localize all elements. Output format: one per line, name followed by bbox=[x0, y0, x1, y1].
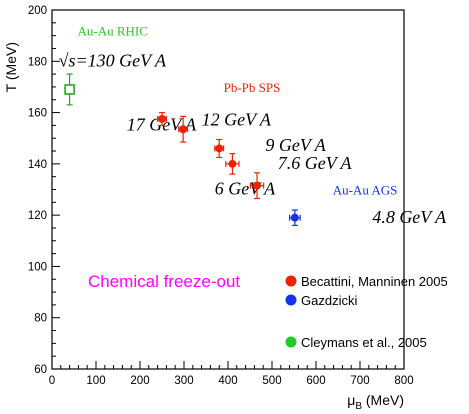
point-marker bbox=[253, 181, 262, 190]
data-point bbox=[157, 111, 167, 126]
annotation-label: Au-Au RHIC bbox=[78, 24, 148, 39]
annotation-label: Pb-Pb SPS bbox=[224, 80, 281, 95]
headline-label: Chemical freeze-out bbox=[88, 272, 240, 291]
x-tick-label: 100 bbox=[86, 375, 105, 387]
x-tick-label: 500 bbox=[262, 375, 281, 387]
x-tick-label: 0 bbox=[49, 375, 55, 387]
legend: Becattini, Manninen 2005 Gazdzicki Cleym… bbox=[285, 274, 448, 350]
x-axis-title-unit: (MeV) bbox=[362, 392, 404, 408]
y-tick-label: 80 bbox=[34, 313, 47, 325]
axis-tick-labels: 0 100 200 300 400 500 600 700 800 60 80 100 120 140 16… bbox=[28, 5, 414, 387]
annotation-label: 4.8 GeV A bbox=[372, 207, 447, 227]
legend-marker-cleymans bbox=[285, 336, 297, 348]
data-point bbox=[225, 153, 240, 175]
annotation-label: 9 GeV A bbox=[265, 135, 326, 155]
y-tick-label: 200 bbox=[28, 5, 47, 17]
legend-label-gazdzicki: Gazdzicki bbox=[301, 293, 357, 308]
point-marker bbox=[158, 114, 166, 123]
x-tick-label: 800 bbox=[394, 375, 413, 387]
x-tick-label: 300 bbox=[174, 375, 193, 387]
data-point bbox=[64, 73, 75, 106]
annotation-label: 7.6 GeV A bbox=[278, 153, 353, 173]
x-tick-label: 600 bbox=[306, 375, 325, 387]
legend-marker-becattini bbox=[285, 275, 297, 287]
legend-label-becattini: Becattini, Manninen 2005 bbox=[301, 274, 448, 289]
point-marker bbox=[228, 159, 237, 168]
annotation-label: Au-Au AGS bbox=[333, 183, 398, 198]
y-axis-title: T (MeV) bbox=[3, 42, 19, 92]
x-axis-title-symbol: μ bbox=[347, 392, 355, 408]
y-tick-label: 180 bbox=[28, 56, 47, 68]
legend-marker-gazdzicki bbox=[285, 294, 297, 306]
y-tick-label: 60 bbox=[34, 364, 47, 376]
axis-ticks bbox=[51, 9, 405, 370]
data-series bbox=[64, 73, 301, 226]
data-point bbox=[214, 138, 225, 159]
x-tick-label: 400 bbox=[218, 375, 237, 387]
annotation-label: 12 GeV A bbox=[202, 109, 272, 129]
point-marker bbox=[179, 125, 188, 134]
y-tick-label: 140 bbox=[28, 159, 47, 171]
x-axis-title-subscript: B bbox=[355, 401, 362, 412]
annotation-label: √s=130 GeV A bbox=[59, 50, 167, 70]
y-tick-label: 100 bbox=[28, 261, 47, 273]
data-point bbox=[249, 172, 265, 200]
x-axis-title: μB (MeV) bbox=[347, 392, 404, 412]
point-marker bbox=[64, 84, 75, 95]
y-tick-label: 160 bbox=[28, 108, 47, 120]
data-point bbox=[178, 115, 189, 143]
x-tick-label: 200 bbox=[130, 375, 149, 387]
point-marker bbox=[215, 144, 224, 153]
y-tick-label: 120 bbox=[28, 210, 47, 222]
x-tick-label: 700 bbox=[350, 375, 369, 387]
legend-label-cleymans: Cleymans et al., 2005 bbox=[301, 335, 427, 350]
annotation-label: 6 GeV A bbox=[215, 179, 276, 199]
point-marker bbox=[290, 213, 299, 222]
data-point bbox=[289, 209, 301, 226]
